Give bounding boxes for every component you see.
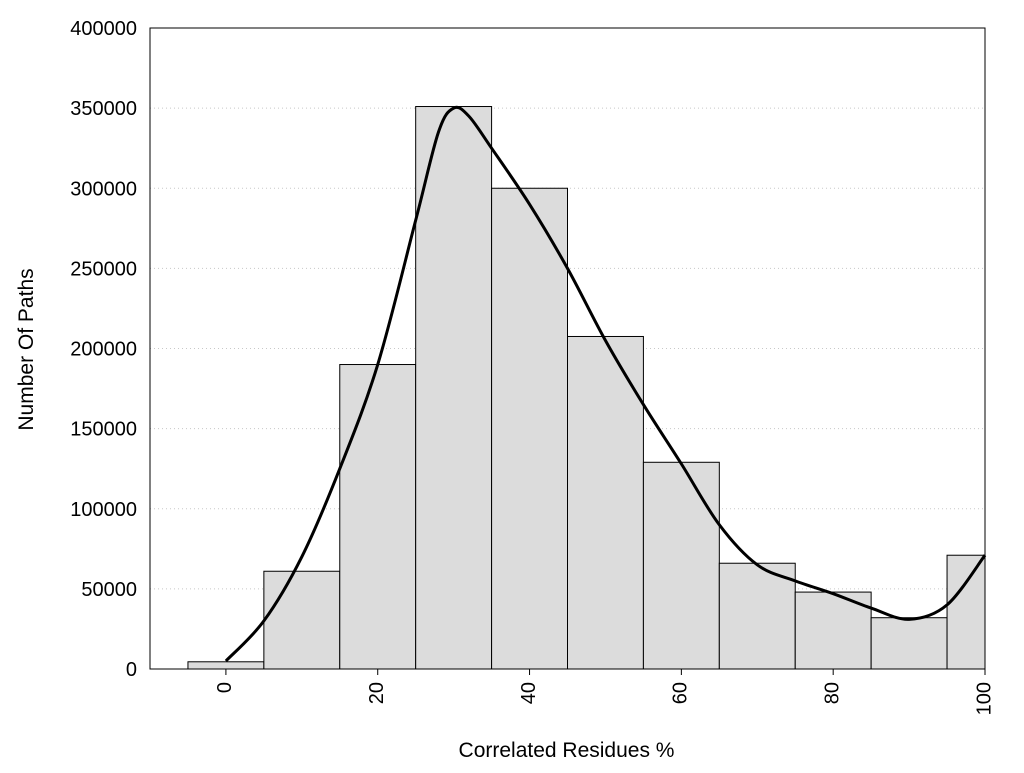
histogram-bar — [946, 554, 986, 670]
y-tick-label: 50000 — [81, 579, 137, 601]
y-tick-label: 200000 — [70, 339, 137, 361]
x-tick-label: 0 — [214, 682, 236, 693]
x-tick-label: 60 — [670, 682, 692, 704]
histogram-bars — [187, 106, 986, 670]
histogram-bar — [339, 364, 417, 670]
y-tick-label: 350000 — [70, 98, 137, 120]
y-tick-label: 0 — [126, 659, 137, 681]
histogram-bar — [870, 617, 948, 670]
x-tick-label: 80 — [821, 682, 843, 704]
histogram-bar — [263, 570, 341, 670]
y-tick-label: 100000 — [70, 499, 137, 521]
histogram-bar — [187, 661, 265, 670]
y-tick-label: 400000 — [70, 18, 137, 40]
density-curve — [224, 105, 987, 663]
x-tick-label: 100 — [973, 682, 995, 715]
histogram-bar — [642, 461, 720, 670]
y-axis-ticks: 0 50000 100000 150000 200000 250000 300000 3500… — [70, 18, 137, 681]
y-tick-label: 150000 — [70, 419, 137, 441]
histogram-bar — [491, 187, 568, 670]
x-tick-label: 40 — [518, 682, 540, 704]
histogram-bar — [567, 335, 644, 670]
histogram-bar — [718, 562, 796, 670]
y-tick-label: 250000 — [70, 258, 137, 280]
y-tick-label: 300000 — [70, 178, 137, 200]
y-axis-title: Number Of Paths — [15, 268, 38, 430]
x-axis-ticks: 0 20 40 60 80 100 — [214, 669, 995, 715]
x-tick-label: 20 — [366, 682, 388, 704]
plot-frame — [149, 27, 986, 670]
x-axis-title: Correlated Residues % — [459, 739, 675, 762]
density-curve-layer — [224, 105, 987, 663]
histogram-bar — [415, 106, 493, 670]
